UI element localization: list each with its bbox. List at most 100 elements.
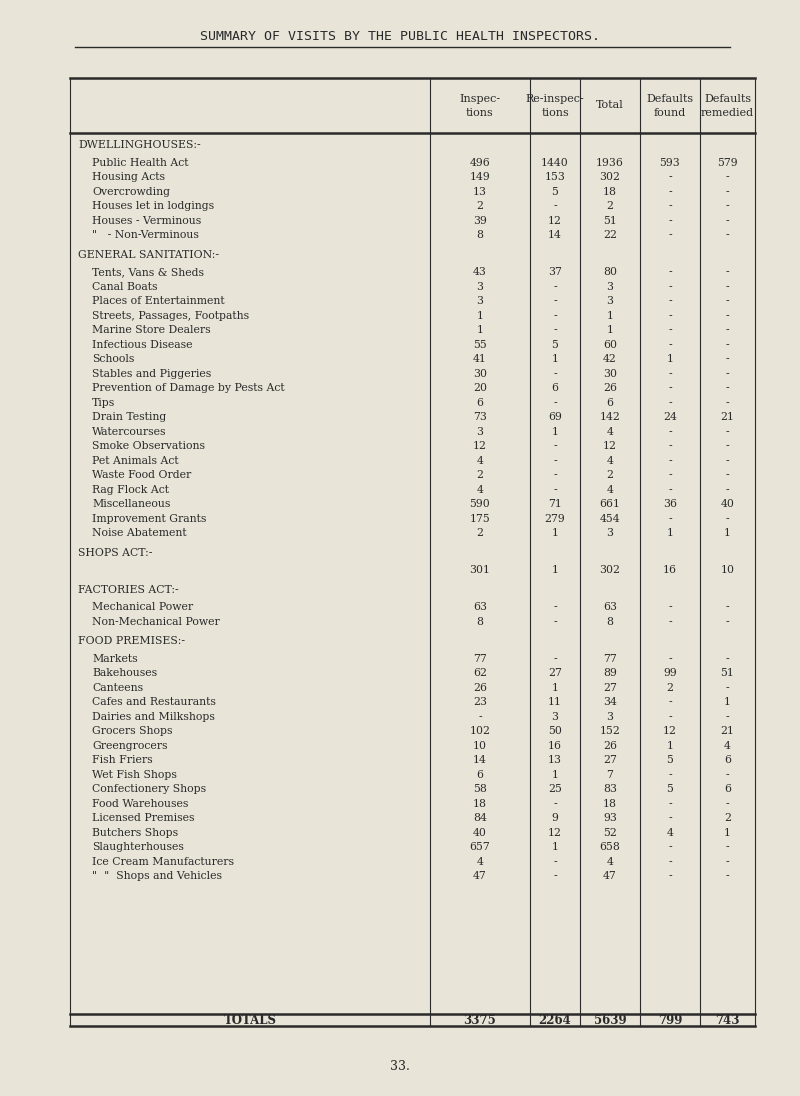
Text: Inspec-
tions: Inspec- tions (459, 93, 501, 117)
Text: 8: 8 (477, 230, 483, 240)
Text: 93: 93 (603, 813, 617, 823)
Text: -: - (668, 202, 672, 212)
Text: -: - (668, 282, 672, 292)
Text: 1: 1 (551, 528, 558, 538)
Text: -: - (726, 326, 730, 335)
Text: 27: 27 (548, 669, 562, 678)
Text: 83: 83 (603, 785, 617, 795)
Text: 8: 8 (477, 617, 483, 627)
Text: 51: 51 (721, 669, 734, 678)
Text: DWELLINGHOUSES:-: DWELLINGHOUSES:- (78, 140, 201, 150)
Text: -: - (726, 311, 730, 321)
Text: Defaults
remedied: Defaults remedied (701, 93, 754, 117)
Text: 89: 89 (603, 669, 617, 678)
Text: 40: 40 (473, 827, 487, 837)
Text: Grocers Shops: Grocers Shops (92, 727, 173, 737)
Text: Dairies and Milkshops: Dairies and Milkshops (92, 711, 215, 722)
Text: Wet Fish Shops: Wet Fish Shops (92, 769, 177, 779)
Text: 12: 12 (473, 442, 487, 452)
Text: -: - (726, 340, 730, 350)
Text: 3: 3 (606, 282, 614, 292)
Text: 2: 2 (606, 470, 614, 480)
Text: 4: 4 (477, 456, 483, 466)
Text: 13: 13 (548, 755, 562, 765)
Text: 25: 25 (548, 785, 562, 795)
Text: 20: 20 (473, 384, 487, 393)
Text: 6: 6 (551, 384, 558, 393)
Text: 21: 21 (721, 727, 734, 737)
Text: 62: 62 (473, 669, 487, 678)
Text: Improvement Grants: Improvement Grants (92, 514, 206, 524)
Text: 16: 16 (663, 566, 677, 575)
Text: 18: 18 (603, 799, 617, 809)
Text: 77: 77 (473, 653, 487, 664)
Text: -: - (668, 799, 672, 809)
Text: 3: 3 (477, 426, 483, 436)
Text: 7: 7 (606, 769, 614, 779)
Text: 4: 4 (666, 827, 674, 837)
Text: 593: 593 (660, 158, 680, 168)
Text: Prevention of Damage by Pests Act: Prevention of Damage by Pests Act (92, 384, 285, 393)
Text: Houses - Verminous: Houses - Verminous (92, 216, 202, 226)
Text: 4: 4 (606, 456, 614, 466)
Text: Pet Animals Act: Pet Animals Act (92, 456, 178, 466)
Text: -: - (668, 470, 672, 480)
Text: SUMMARY OF VISITS BY THE PUBLIC HEALTH INSPECTORS.: SUMMARY OF VISITS BY THE PUBLIC HEALTH I… (200, 30, 600, 43)
Text: 2: 2 (477, 202, 483, 212)
Text: Canal Boats: Canal Boats (92, 282, 158, 292)
Text: 1: 1 (666, 354, 674, 364)
Text: "   - Non-Verminous: " - Non-Verminous (92, 230, 199, 240)
Text: Markets: Markets (92, 653, 138, 664)
Text: Tips: Tips (92, 398, 115, 408)
Text: 27: 27 (603, 683, 617, 693)
Text: 6: 6 (477, 769, 483, 779)
Text: 1: 1 (724, 528, 731, 538)
Text: 43: 43 (473, 267, 487, 277)
Text: 661: 661 (599, 500, 621, 510)
Text: -: - (726, 296, 730, 306)
Text: -: - (668, 769, 672, 779)
Text: 10: 10 (473, 741, 487, 751)
Text: -: - (553, 311, 557, 321)
Text: -: - (668, 697, 672, 707)
Text: 36: 36 (663, 500, 677, 510)
Text: -: - (668, 442, 672, 452)
Text: 142: 142 (599, 412, 621, 422)
Text: 5: 5 (666, 755, 674, 765)
Text: 6: 6 (724, 785, 731, 795)
Text: 1936: 1936 (596, 158, 624, 168)
Text: 21: 21 (721, 412, 734, 422)
Text: Butchers Shops: Butchers Shops (92, 827, 178, 837)
Text: 1: 1 (666, 528, 674, 538)
Text: 60: 60 (603, 340, 617, 350)
Text: -: - (726, 426, 730, 436)
Text: -: - (668, 384, 672, 393)
Text: -: - (553, 617, 557, 627)
Text: 1: 1 (551, 769, 558, 779)
Text: 73: 73 (473, 412, 487, 422)
Text: Miscellaneous: Miscellaneous (92, 500, 170, 510)
Text: 1: 1 (606, 326, 614, 335)
Text: 5639: 5639 (594, 1014, 626, 1027)
Text: 3: 3 (477, 296, 483, 306)
Text: Smoke Observations: Smoke Observations (92, 442, 205, 452)
Text: -: - (553, 296, 557, 306)
Text: 1: 1 (551, 566, 558, 575)
Text: 579: 579 (717, 158, 738, 168)
Text: -: - (668, 368, 672, 379)
Text: -: - (668, 857, 672, 867)
Text: -: - (553, 282, 557, 292)
Text: -: - (726, 442, 730, 452)
Text: -: - (668, 340, 672, 350)
Text: 5: 5 (551, 340, 558, 350)
Text: -: - (668, 267, 672, 277)
Text: -: - (553, 470, 557, 480)
Text: -: - (726, 514, 730, 524)
Text: Housing Acts: Housing Acts (92, 172, 165, 182)
Text: 301: 301 (470, 566, 490, 575)
Text: 302: 302 (599, 172, 621, 182)
Text: 657: 657 (470, 842, 490, 853)
Text: 24: 24 (663, 412, 677, 422)
Text: 3: 3 (606, 711, 614, 722)
Text: -: - (726, 172, 730, 182)
